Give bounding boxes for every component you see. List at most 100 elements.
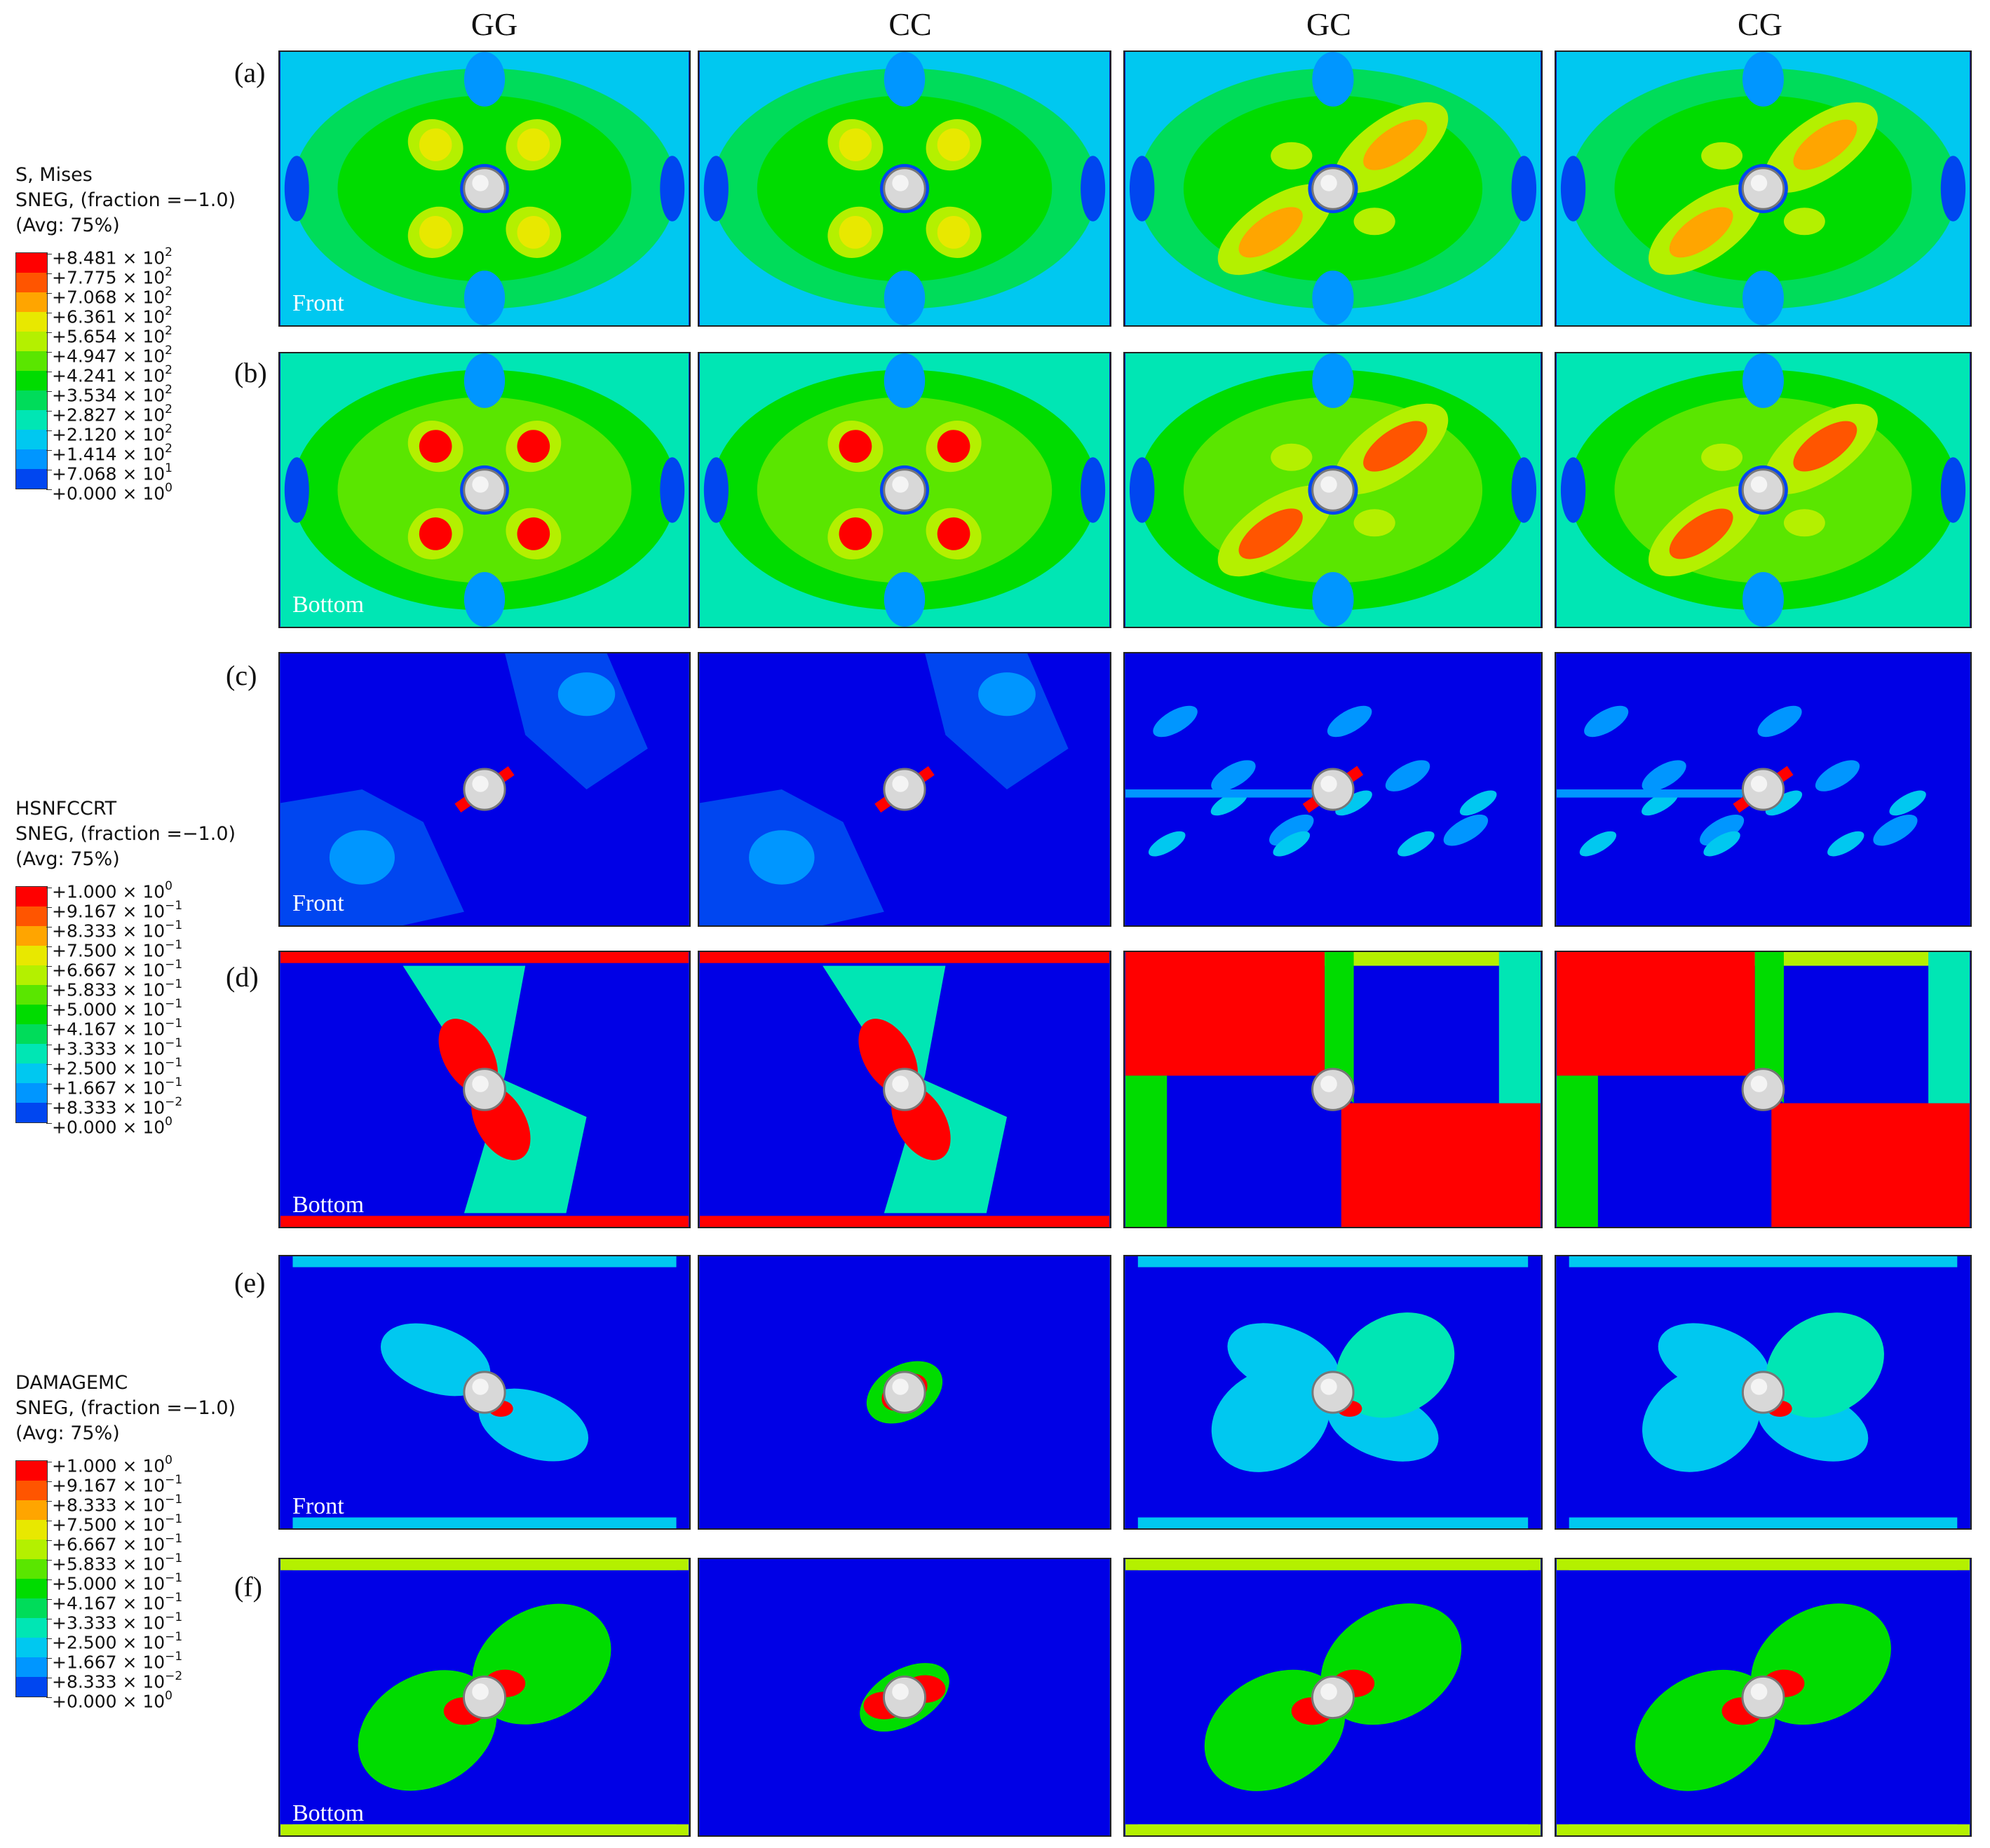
legend-swatch	[16, 1044, 47, 1064]
legend-value: +9.167 × 10−1	[46, 1472, 182, 1495]
face-label: Bottom	[292, 1192, 365, 1218]
legend-value: +5.833 × 10−1	[46, 1550, 182, 1574]
contour-field	[699, 1559, 1110, 1835]
face-label: Front	[292, 290, 344, 316]
legend-title-line: SNEG, (fraction =−1.0)	[15, 1397, 236, 1419]
legend-value: +5.000 × 10−1	[46, 996, 182, 1019]
contour-panel-gc-row-4	[1123, 1255, 1543, 1530]
legend-value: +3.534 × 102	[46, 381, 172, 405]
contour-panel-gg-row-3: Bottom	[278, 951, 691, 1228]
legend-swatch	[16, 1064, 47, 1083]
contour-panel-cg-row-0	[1555, 50, 1972, 327]
legend-swatch	[16, 926, 47, 946]
contour-field	[1125, 1559, 1541, 1835]
legend-value: +7.775 × 102	[46, 264, 172, 287]
contour-panel-cc-row-2	[698, 652, 1111, 927]
contour-field	[700, 653, 1109, 925]
legend-value: +5.833 × 10−1	[46, 976, 182, 1000]
contour-field	[699, 952, 1110, 1227]
contour-field	[280, 1256, 689, 1528]
contour-field	[1557, 1256, 1970, 1528]
contour-field	[280, 653, 689, 925]
legend-value: +6.361 × 102	[46, 303, 172, 327]
legend-value: +3.333 × 10−1	[46, 1035, 182, 1059]
contour-panel-gg-row-2: Front	[278, 652, 691, 927]
legend-title-line: (Avg: 75%)	[15, 215, 120, 236]
legend-value: +7.500 × 10−1	[46, 937, 182, 960]
contour-panel-cg-row-2	[1555, 652, 1972, 927]
legend-swatch	[16, 1520, 47, 1540]
column-header-cg: CG	[1738, 6, 1782, 42]
contour-panel-gc-row-3	[1123, 951, 1543, 1228]
legend-swatch	[16, 449, 47, 469]
legend-value: +8.333 × 10−1	[46, 917, 182, 941]
legend-value: +1.414 × 102	[46, 440, 172, 464]
legend-swatch	[16, 1103, 47, 1122]
contour-panel-gc-row-5	[1123, 1558, 1543, 1837]
legend-swatch	[16, 351, 47, 371]
contour-panel-cc-row-5	[698, 1558, 1111, 1837]
legend-value: +4.167 × 10−1	[46, 1015, 182, 1039]
contour-field	[1125, 952, 1541, 1227]
legend-title-line: DAMAGEMC	[15, 1372, 128, 1394]
contour-field	[699, 353, 1110, 627]
legend-value: +1.000 × 100	[46, 878, 182, 902]
legend-swatch	[16, 887, 47, 906]
legend-value: +1.667 × 10−1	[46, 1074, 182, 1098]
contour-panel-gc-row-1	[1123, 352, 1543, 628]
contour-field	[699, 52, 1110, 325]
legend-value: +5.654 × 102	[46, 322, 172, 346]
legend-swatch	[16, 1638, 47, 1657]
legend-value: +4.167 × 10−1	[46, 1589, 182, 1613]
contour-field	[280, 1559, 689, 1835]
legend-value: +5.000 × 10−1	[46, 1570, 182, 1594]
legend-swatch	[16, 390, 47, 410]
legend-swatch	[16, 946, 47, 965]
contour-field	[1125, 353, 1541, 627]
legend-value: +8.333 × 10−1	[46, 1491, 182, 1515]
legend-1: HSNFCCRT SNEG, (fraction =−1.0) (Avg: 75%)…	[15, 796, 236, 1141]
contour-panel-cc-row-0	[698, 50, 1111, 327]
legend-swatch	[16, 1461, 47, 1481]
row-label-e: (e)	[234, 1267, 266, 1298]
contour-panel-cc-row-3	[698, 951, 1111, 1228]
row-label-d: (d)	[226, 961, 259, 993]
contour-panel-cg-row-4	[1555, 1255, 1972, 1530]
contour-field	[1125, 52, 1541, 325]
contour-panel-gg-row-1: Bottom	[278, 352, 691, 628]
legend-value: +0.000 × 100	[46, 480, 172, 503]
legend-value: +1.000 × 100	[46, 1452, 182, 1476]
contour-panel-gg-row-0: Front	[278, 50, 691, 327]
contour-field	[1125, 1256, 1541, 1528]
legend-swatch	[16, 1540, 47, 1559]
contour-panel-gg-row-4: Front	[278, 1255, 691, 1530]
legend-swatch	[16, 469, 47, 489]
contour-field	[1557, 52, 1970, 325]
legend-value: +9.167 × 10−1	[46, 897, 182, 921]
legend-value: +3.333 × 10−1	[46, 1609, 182, 1633]
legend-value: +0.000 × 100	[46, 1113, 182, 1137]
face-label: Front	[292, 890, 344, 916]
legend-swatch	[16, 906, 47, 926]
legend-value: +2.500 × 10−1	[46, 1629, 182, 1652]
contour-field	[1557, 353, 1970, 627]
column-header-gg: GG	[471, 6, 518, 42]
contour-panel-cg-row-1	[1555, 352, 1972, 628]
legend-title-line: S, Mises	[15, 164, 93, 186]
legend-swatch	[16, 332, 47, 351]
legend-swatch	[16, 965, 47, 985]
contour-panel-cg-row-3	[1555, 951, 1972, 1228]
legend-swatch	[16, 1005, 47, 1024]
legend-swatch	[16, 1618, 47, 1638]
legend-swatch	[16, 1083, 47, 1103]
legend-swatch	[16, 292, 47, 312]
row-label-a: (a)	[234, 57, 266, 88]
face-label: Bottom	[292, 1800, 365, 1826]
legend-value: +0.000 × 100	[46, 1687, 182, 1711]
legend-value: +7.068 × 102	[46, 283, 172, 307]
legend-swatch	[16, 410, 47, 430]
legend-swatch	[16, 1657, 47, 1677]
legend-value: +2.120 × 102	[46, 421, 172, 444]
legend-swatch	[16, 312, 47, 332]
column-header-cc: CC	[888, 6, 932, 42]
